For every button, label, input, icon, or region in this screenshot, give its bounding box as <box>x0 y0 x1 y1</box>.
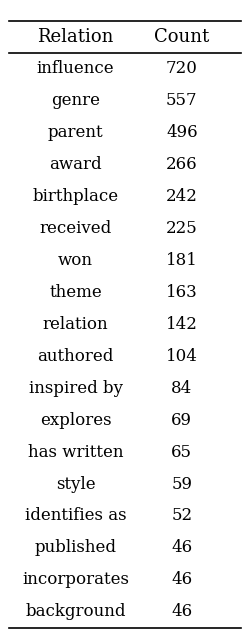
Text: theme: theme <box>49 284 102 300</box>
Text: 266: 266 <box>166 156 198 173</box>
Text: 557: 557 <box>166 92 198 109</box>
Text: background: background <box>25 603 126 620</box>
Text: 181: 181 <box>166 252 198 269</box>
Text: 142: 142 <box>166 316 198 333</box>
Text: received: received <box>40 220 112 237</box>
Text: 46: 46 <box>171 539 192 557</box>
Text: 163: 163 <box>166 284 198 300</box>
Text: 46: 46 <box>171 571 192 588</box>
Text: Count: Count <box>154 28 210 46</box>
Text: 720: 720 <box>166 60 198 77</box>
Text: genre: genre <box>51 92 100 109</box>
Text: 59: 59 <box>171 476 192 492</box>
Text: Relation: Relation <box>37 28 114 46</box>
Text: style: style <box>56 476 95 492</box>
Text: 46: 46 <box>171 603 192 620</box>
Text: 52: 52 <box>171 507 192 525</box>
Text: 84: 84 <box>171 379 192 397</box>
Text: published: published <box>34 539 116 557</box>
Text: parent: parent <box>48 124 103 141</box>
Text: 104: 104 <box>166 348 198 365</box>
Text: influence: influence <box>37 60 114 77</box>
Text: inspired by: inspired by <box>28 379 122 397</box>
Text: identifies as: identifies as <box>25 507 126 525</box>
Text: relation: relation <box>43 316 108 333</box>
Text: 69: 69 <box>171 412 192 429</box>
Text: has written: has written <box>28 444 123 460</box>
Text: authored: authored <box>37 348 114 365</box>
Text: 225: 225 <box>166 220 198 237</box>
Text: award: award <box>49 156 102 173</box>
Text: 242: 242 <box>166 188 198 205</box>
Text: incorporates: incorporates <box>22 571 129 588</box>
Text: birthplace: birthplace <box>32 188 118 205</box>
Text: 65: 65 <box>171 444 192 460</box>
Text: 496: 496 <box>166 124 198 141</box>
Text: explores: explores <box>40 412 111 429</box>
Text: won: won <box>58 252 93 269</box>
